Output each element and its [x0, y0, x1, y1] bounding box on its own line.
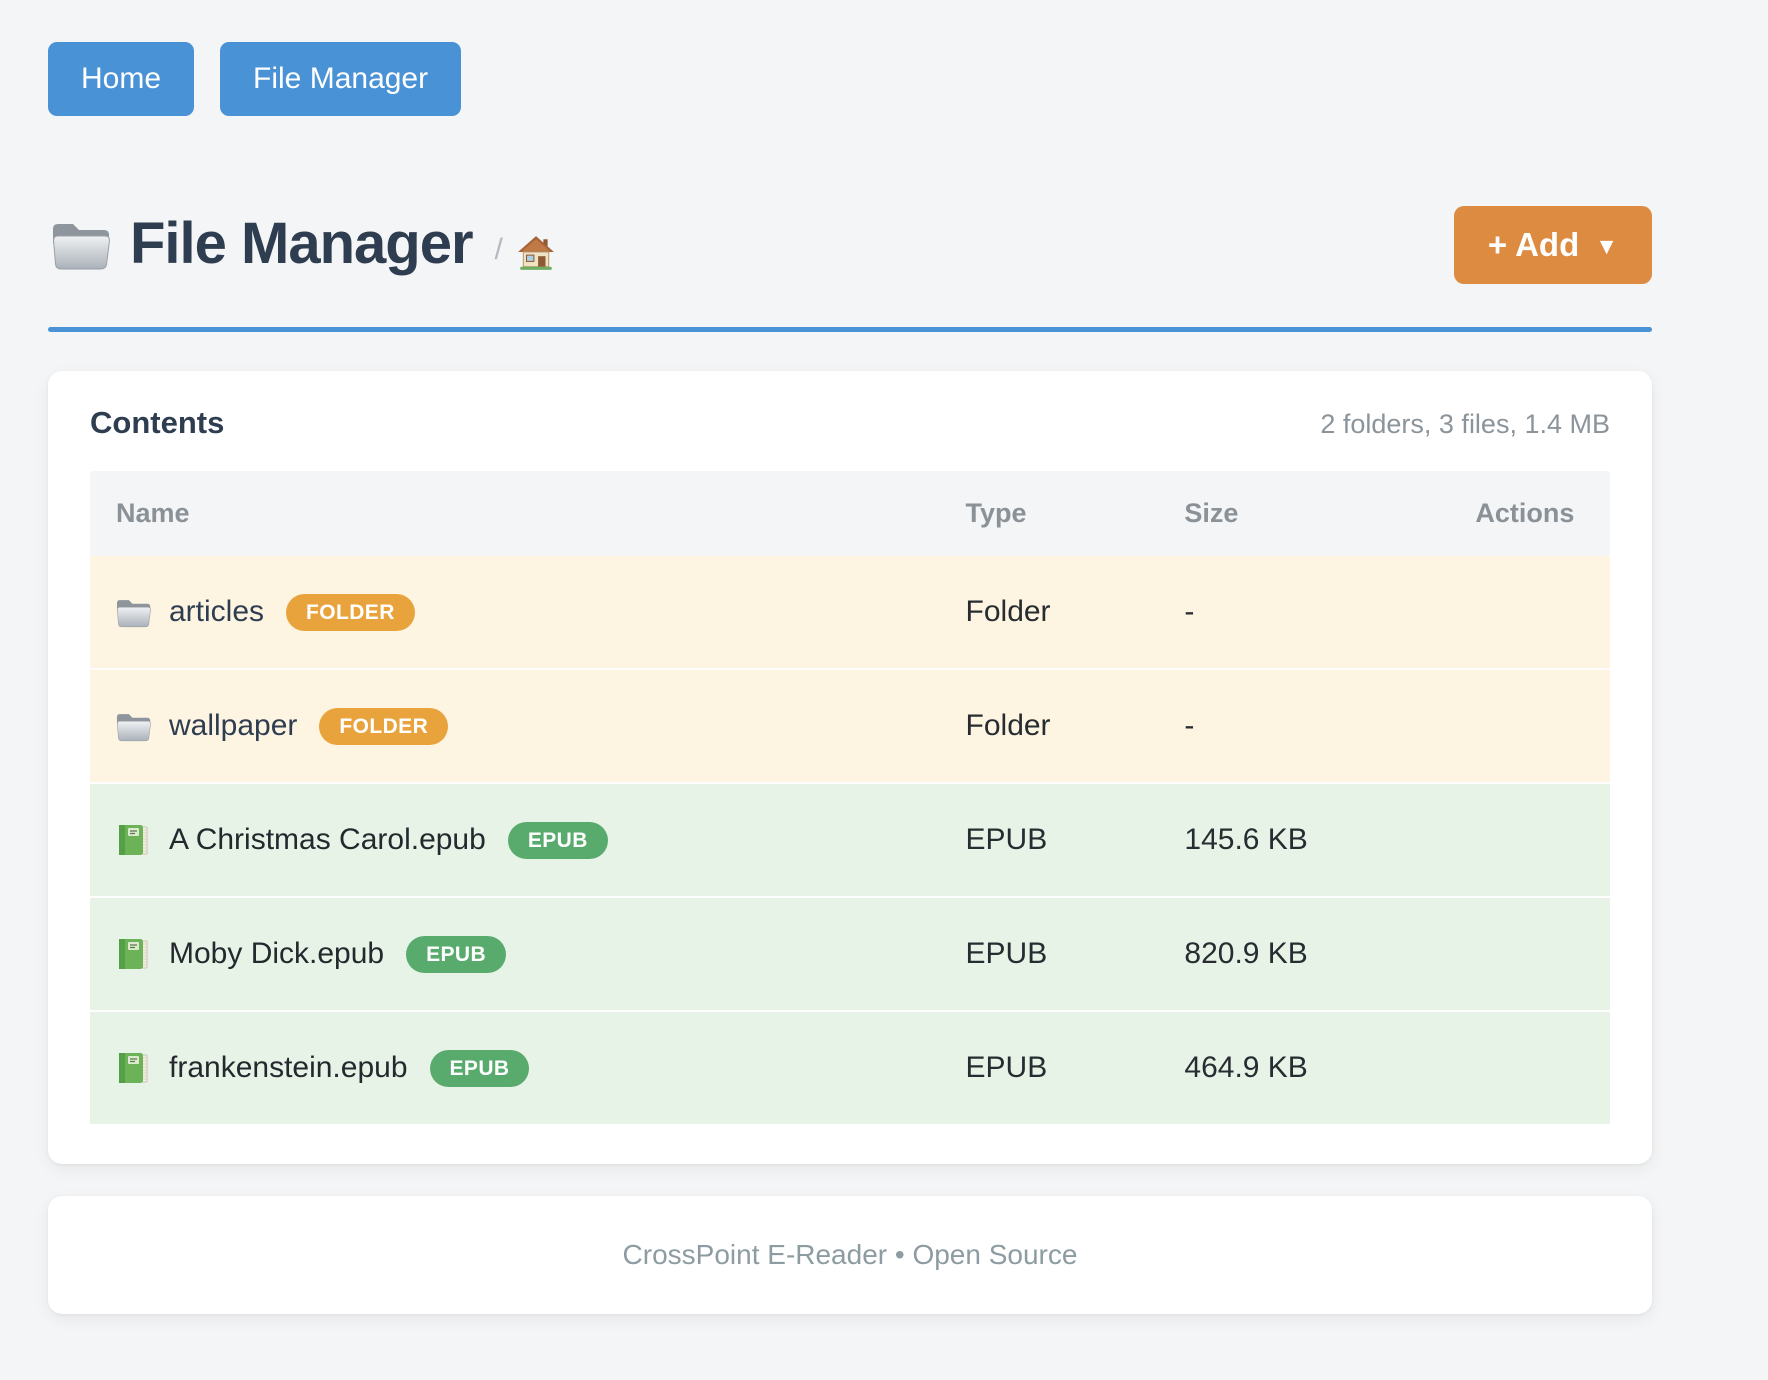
name-cell: frankenstein.epub EPUB — [90, 1049, 966, 1087]
file-name-link[interactable]: articles — [169, 595, 265, 628]
size-cell: 145.6 KB — [1184, 823, 1308, 856]
type-cell: EPUB — [965, 937, 1048, 970]
file-name-link[interactable]: A Christmas Carol.epub — [169, 823, 486, 856]
column-header-actions: Actions — [1475, 498, 1575, 528]
name-cell: articles FOLDER — [90, 593, 966, 631]
delete-button[interactable] — [1507, 1048, 1543, 1088]
column-header-type: Type — [965, 498, 1027, 528]
book-icon — [114, 936, 152, 972]
footer-card: CrossPoint E-Reader • Open Source — [48, 1196, 1652, 1314]
type-cell: Folder — [965, 709, 1051, 742]
type-badge: EPUB — [507, 821, 608, 859]
card-header: Contents 2 folders, 3 files, 1.4 MB — [90, 405, 1610, 441]
type-badge: EPUB — [406, 935, 507, 973]
size-cell: - — [1184, 709, 1195, 742]
page-container: Home File Manager File Manager / + Add ▼… — [48, 0, 1652, 1314]
actions-cell — [1440, 592, 1610, 632]
table-row: frankenstein.epub EPUB EPUB 464.9 KB — [90, 1010, 1610, 1124]
type-cell: EPUB — [965, 823, 1048, 856]
delete-button[interactable] — [1507, 820, 1543, 860]
actions-cell — [1440, 1048, 1610, 1088]
footer-text: CrossPoint E-Reader • Open Source — [622, 1239, 1078, 1270]
table-header: Name Type Size Actions — [90, 471, 1610, 556]
book-icon — [114, 1050, 152, 1086]
folder-icon — [48, 215, 112, 273]
chevron-down-icon: ▼ — [1595, 233, 1618, 259]
header-divider — [48, 327, 1652, 332]
top-navigation: Home File Manager — [48, 0, 1652, 116]
size-cell: - — [1184, 595, 1195, 628]
file-name-link[interactable]: frankenstein.epub — [169, 1051, 408, 1084]
title-group: File Manager / — [48, 215, 555, 275]
table-row: Moby Dick.epub EPUB EPUB 820.9 KB — [90, 896, 1610, 1010]
type-badge: EPUB — [429, 1049, 530, 1087]
table-row: wallpaper FOLDER Folder - — [90, 668, 1610, 782]
table-body: articles FOLDER Folder - wallpaper FOLDE… — [90, 556, 1610, 1124]
folder-icon — [114, 594, 152, 630]
actions-cell — [1440, 706, 1610, 746]
add-button-label: + Add — [1487, 226, 1580, 263]
contents-summary: 2 folders, 3 files, 1.4 MB — [1320, 409, 1610, 439]
file-table: Name Type Size Actions articles FOLDER F… — [90, 471, 1610, 1124]
add-button[interactable]: + Add ▼ — [1453, 206, 1652, 284]
actions-cell — [1440, 820, 1610, 860]
name-cell: A Christmas Carol.epub EPUB — [90, 821, 966, 859]
table-row: A Christmas Carol.epub EPUB EPUB 145.6 K… — [90, 782, 1610, 896]
breadcrumb-separator: / — [494, 233, 503, 266]
delete-button[interactable] — [1507, 592, 1543, 632]
home-icon[interactable] — [517, 235, 555, 271]
size-cell: 820.9 KB — [1184, 937, 1308, 970]
table-row: articles FOLDER Folder - — [90, 556, 1610, 668]
contents-card: Contents 2 folders, 3 files, 1.4 MB Name… — [48, 371, 1652, 1164]
type-cell: Folder — [965, 595, 1051, 628]
page-title: File Manager — [130, 211, 474, 276]
file-name-link[interactable]: wallpaper — [169, 709, 298, 742]
file-name-link[interactable]: Moby Dick.epub — [169, 937, 385, 970]
name-cell: Moby Dick.epub EPUB — [90, 935, 966, 973]
nav-home-button[interactable]: Home — [48, 42, 195, 116]
delete-button[interactable] — [1507, 706, 1543, 746]
actions-cell — [1440, 934, 1610, 974]
column-header-size: Size — [1184, 498, 1239, 528]
folder-icon — [114, 708, 152, 744]
type-badge: FOLDER — [319, 707, 449, 745]
size-cell: 464.9 KB — [1184, 1051, 1308, 1084]
card-title: Contents — [90, 405, 225, 440]
type-badge: FOLDER — [286, 593, 415, 631]
name-cell: wallpaper FOLDER — [90, 707, 966, 745]
book-icon — [114, 822, 152, 858]
column-header-name: Name — [116, 498, 190, 528]
type-cell: EPUB — [965, 1051, 1048, 1084]
delete-button[interactable] — [1507, 934, 1543, 974]
nav-file-manager-button[interactable]: File Manager — [220, 42, 462, 116]
page-header: File Manager / + Add ▼ — [48, 206, 1652, 284]
